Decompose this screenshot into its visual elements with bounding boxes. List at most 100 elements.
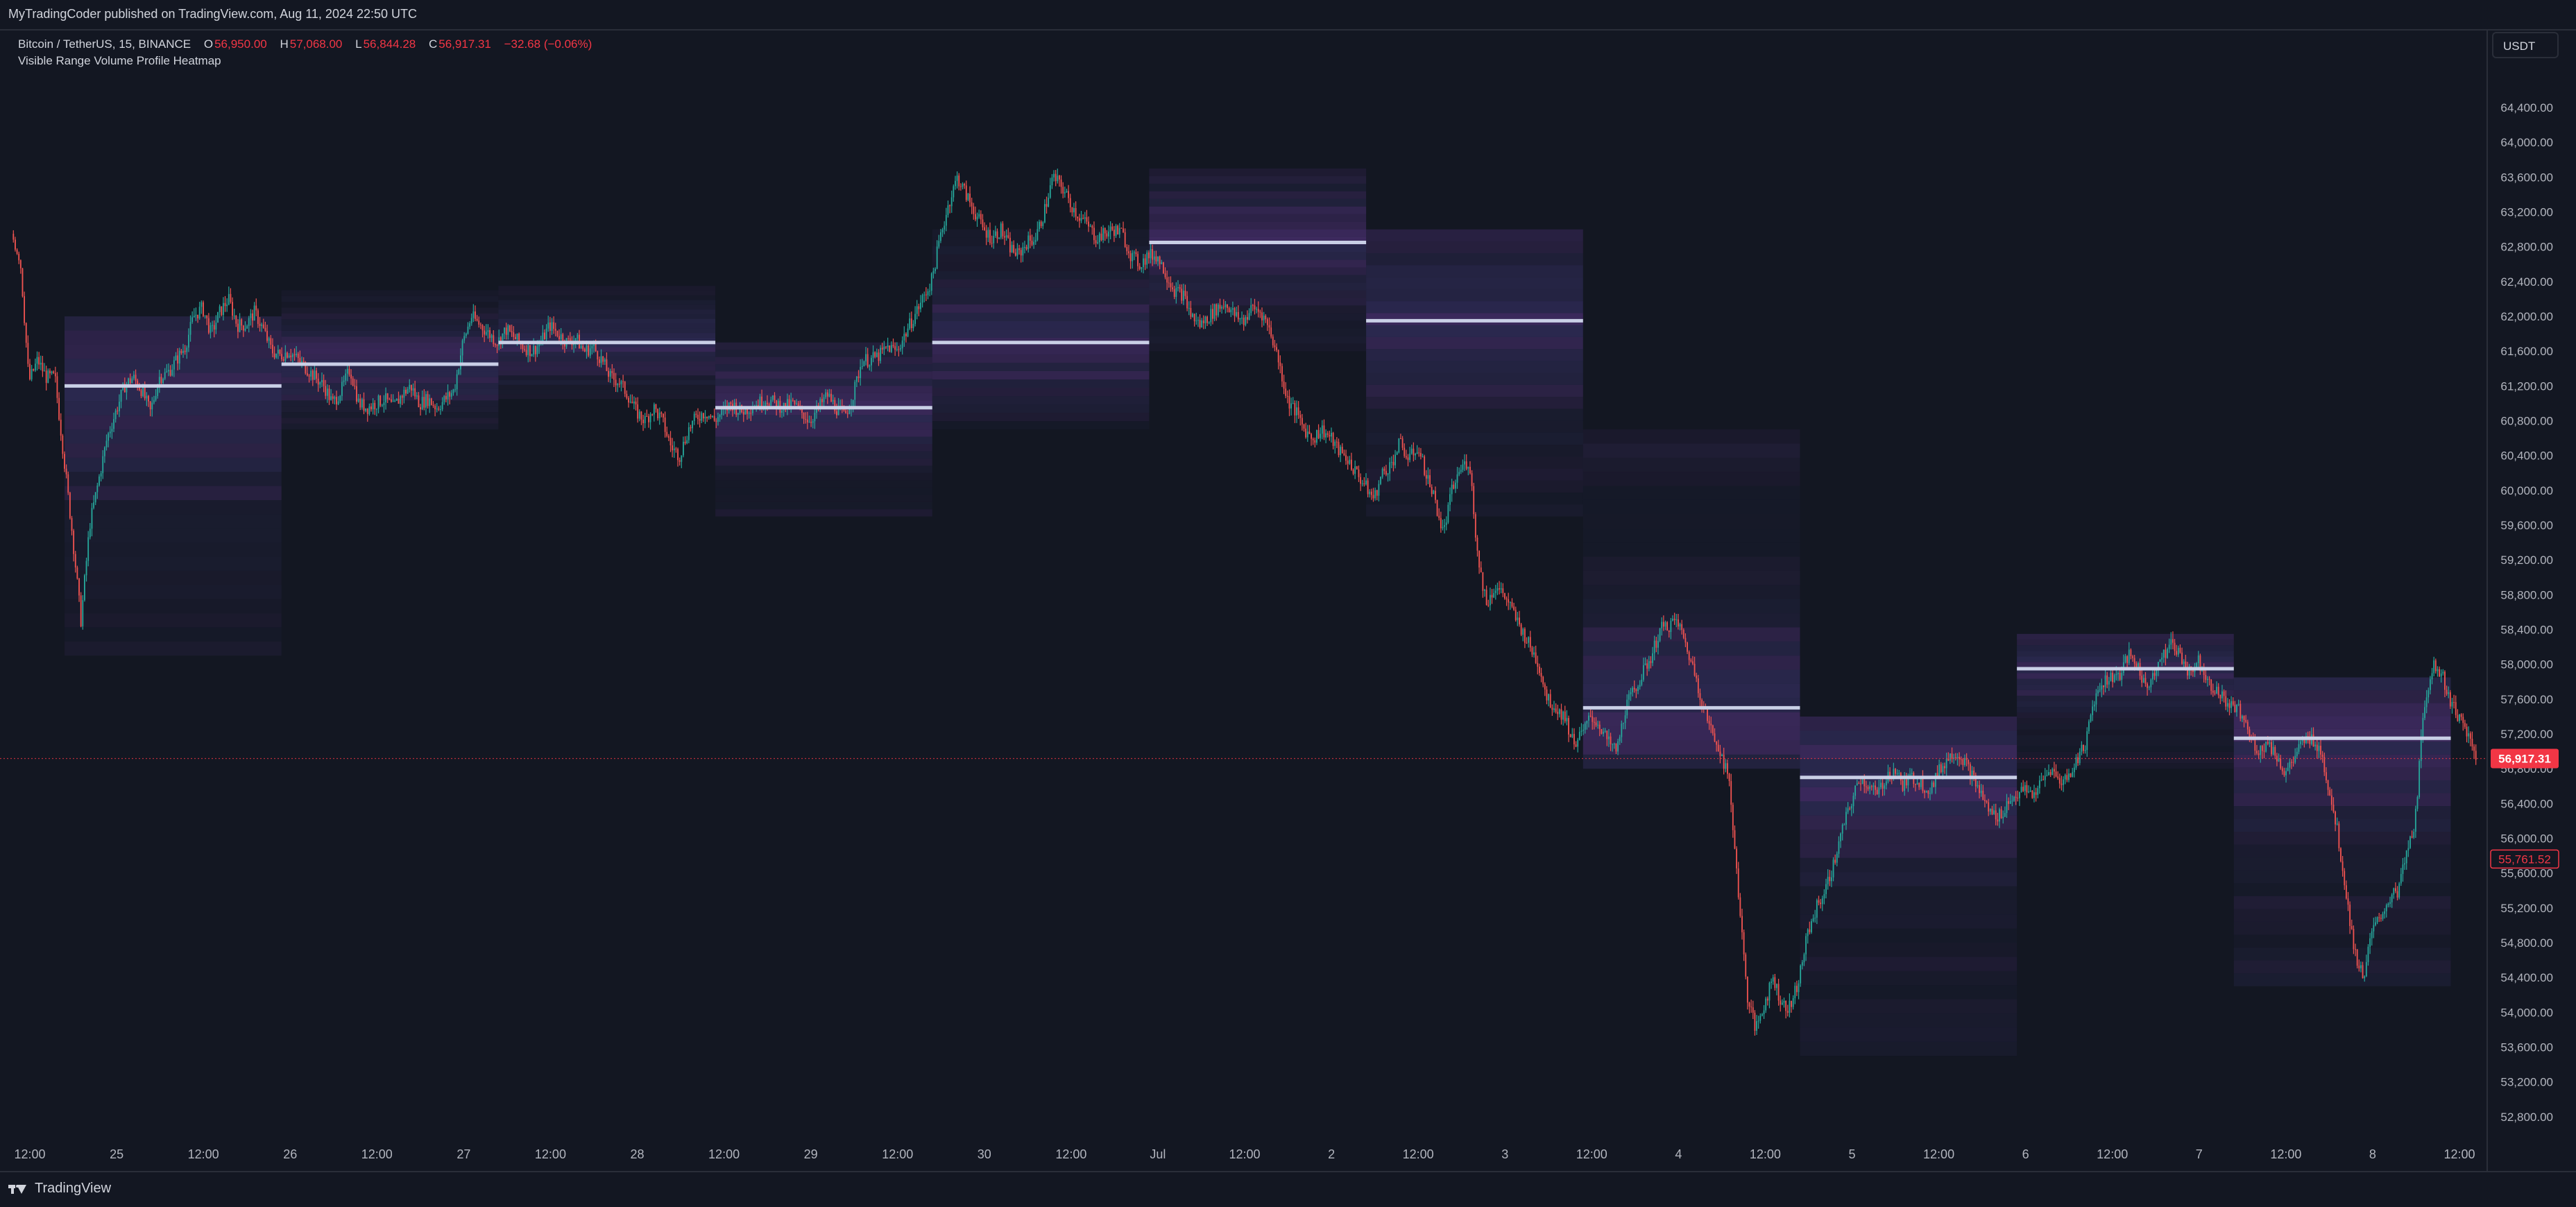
candle-body xyxy=(683,441,684,456)
volume-profile-row xyxy=(2017,639,2234,646)
symbol-name[interactable]: Bitcoin / TetherUS, 15, BINANCE xyxy=(18,37,191,51)
volume-profile-row xyxy=(498,370,716,376)
candle-body xyxy=(266,330,268,341)
close-value: 56,917.31 xyxy=(438,37,491,51)
candle-body xyxy=(1993,810,1995,814)
candle-body xyxy=(2230,701,2233,708)
candle-body xyxy=(2336,823,2338,825)
candle-body xyxy=(1188,307,1190,309)
volume-profile-row xyxy=(1149,259,1367,268)
candle-body xyxy=(2219,694,2221,699)
candle-body xyxy=(463,336,466,341)
currency-button[interactable]: USDT xyxy=(2492,32,2559,58)
candle-body xyxy=(169,370,171,376)
candle-body xyxy=(1024,247,1025,248)
candle-body xyxy=(1959,757,1961,760)
candle-body xyxy=(885,346,887,348)
indicator-name[interactable]: Visible Range Volume Profile Heatmap xyxy=(18,54,221,67)
candle-body xyxy=(708,416,710,418)
candle-body xyxy=(2451,701,2453,707)
candle-body xyxy=(1157,256,1159,262)
candle-body xyxy=(166,371,168,373)
time-tick-label: 12:00 xyxy=(708,1147,740,1161)
candle-body xyxy=(1043,204,1046,223)
candle-body xyxy=(2121,673,2123,680)
brand-label: TradingView xyxy=(35,1181,112,1196)
candle-body xyxy=(1077,216,1079,219)
candle-body xyxy=(837,405,839,416)
candle-body xyxy=(148,395,149,402)
top-bar: MyTradingCoder published on TradingView.… xyxy=(0,0,2576,31)
candle-body xyxy=(1179,286,1181,289)
candle-body xyxy=(2086,731,2088,751)
candle-body xyxy=(669,438,672,446)
candle-body xyxy=(1947,758,1950,761)
candle-body xyxy=(2457,714,2459,721)
candle-body xyxy=(1977,785,1979,787)
candle-body xyxy=(138,387,140,391)
candle-body xyxy=(907,328,909,336)
candle-body xyxy=(1153,256,1155,260)
candle-body xyxy=(1120,228,1123,229)
price-tick-label: 56,000.00 xyxy=(2500,832,2553,846)
candle-body xyxy=(2263,751,2265,752)
candle-body xyxy=(1020,250,1022,256)
candle-body xyxy=(962,184,964,187)
candle-body xyxy=(558,336,560,340)
candle-body xyxy=(597,351,599,360)
volume-profile-row xyxy=(1149,252,1367,260)
candle-body xyxy=(617,384,619,386)
candle-body xyxy=(2364,976,2366,979)
candle-body xyxy=(834,400,836,411)
candle-body xyxy=(786,399,788,410)
volume-profile-row xyxy=(498,286,716,291)
candle-body xyxy=(1580,730,1583,732)
price-tick-label: 55,200.00 xyxy=(2500,902,2553,915)
candle-body xyxy=(1655,640,1657,648)
volume-profile-row xyxy=(932,404,1150,413)
candle-body xyxy=(1630,692,1632,694)
candle-body xyxy=(105,440,108,447)
candle-body xyxy=(1920,778,1922,787)
candle-body xyxy=(325,386,327,396)
volume-profile-row xyxy=(1149,229,1367,237)
candle-body xyxy=(790,400,792,407)
candle-body xyxy=(1150,249,1152,259)
candle-body xyxy=(1520,624,1522,635)
candle-body xyxy=(425,394,427,408)
candle-body xyxy=(38,357,40,365)
tradingview-brand[interactable]: TradingView xyxy=(8,1181,111,1197)
volume-profile-row xyxy=(1583,726,1800,741)
candle-body xyxy=(2147,683,2149,688)
candle-body xyxy=(1882,782,1884,789)
candle-body xyxy=(45,370,47,383)
candle-body xyxy=(123,384,126,393)
candle-body xyxy=(2226,703,2228,707)
candle-body xyxy=(1513,606,1515,610)
volume-profile-row xyxy=(1149,206,1367,214)
volume-profile-row xyxy=(2017,729,2234,735)
candle-body xyxy=(299,358,301,363)
candle-body xyxy=(1500,588,1502,590)
candle-body xyxy=(1109,226,1111,232)
change-value: −32.68 (−0.06%) xyxy=(504,37,592,51)
candle-body xyxy=(930,273,932,291)
candle-body xyxy=(186,348,188,352)
candle-body xyxy=(969,194,971,203)
candle-body xyxy=(2469,733,2471,739)
candle-body xyxy=(1104,228,1106,234)
candle-body xyxy=(2283,771,2285,776)
price-tick-label: 53,600.00 xyxy=(2500,1041,2553,1054)
candle-body xyxy=(178,350,180,364)
volume-profile-row xyxy=(2233,909,2451,922)
candle-body xyxy=(2416,797,2419,809)
candle-body xyxy=(427,394,429,406)
candle-body xyxy=(1867,787,1869,789)
candle-body xyxy=(1217,305,1219,316)
candle-body xyxy=(892,345,894,347)
candle-body xyxy=(197,314,198,318)
candle-body xyxy=(42,362,44,372)
candle-body xyxy=(2420,736,2422,762)
candle-body xyxy=(905,334,907,336)
